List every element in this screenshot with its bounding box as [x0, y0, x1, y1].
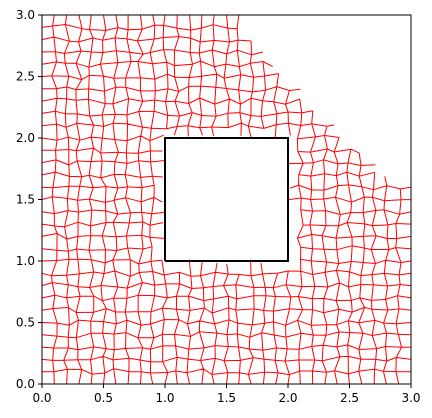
x-tick-label: 1.5	[217, 391, 236, 405]
x-tick-label: 2.5	[340, 391, 359, 405]
y-tick-label: 1.0	[16, 254, 35, 268]
x-tick-label: 1.0	[155, 391, 174, 405]
mesh-lines	[41, 14, 412, 385]
square-outline	[164, 137, 289, 262]
x-tick-label: 3.0	[401, 391, 420, 405]
y-tick-label: 1.5	[16, 193, 35, 207]
y-tick-label: 2.0	[16, 131, 35, 145]
y-tick-label: 0.0	[16, 377, 35, 391]
y-tick-label: 0.5	[16, 316, 35, 330]
y-tick-label: 3.0	[16, 8, 35, 22]
y-tick-label: 2.5	[16, 70, 35, 84]
x-tick-label: 0.0	[32, 391, 51, 405]
x-tick-label: 0.5	[94, 391, 113, 405]
x-tick-label: 2.0	[278, 391, 297, 405]
plot-frame	[41, 14, 412, 385]
mesh	[41, 14, 412, 385]
